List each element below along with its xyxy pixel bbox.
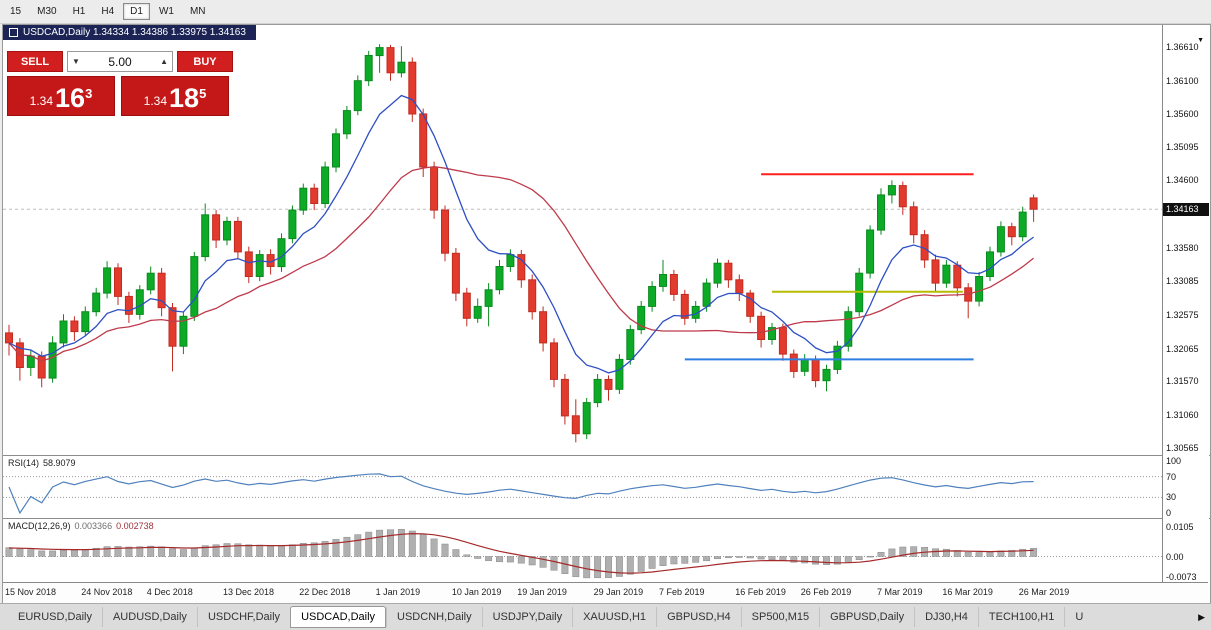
- timeframe-toolbar: 15 M30 H1 H4 D1 W1 MN: [0, 0, 1211, 24]
- tab-scroll-right-icon[interactable]: ▶: [1198, 611, 1205, 622]
- sell-price-digits: 16: [55, 83, 86, 113]
- tab-usdjpy-daily[interactable]: USDJPY,Daily: [481, 607, 573, 627]
- ma-slow-line: [8, 165, 1035, 362]
- chart-icon: [9, 28, 18, 37]
- chart-title: USDCAD,Daily 1.34334 1.34386 1.33975 1.3…: [3, 25, 256, 40]
- price-label: 1.31570: [1166, 376, 1199, 387]
- rsi-scale-label: 0: [1166, 508, 1172, 518]
- sell-price-prefix: 1.34: [29, 94, 54, 108]
- tab-u[interactable]: U: [1064, 607, 1093, 627]
- price-label: 1.35095: [1166, 142, 1199, 153]
- rsi-scale-label: 30: [1166, 492, 1177, 503]
- date-label: 26 Mar 2019: [1018, 587, 1070, 597]
- sell-button[interactable]: SELL: [7, 51, 63, 72]
- tab-usdcnh-daily[interactable]: USDCNH,Daily: [386, 607, 482, 627]
- sell-price-panel[interactable]: 1.34 16 3: [7, 76, 115, 116]
- buy-button[interactable]: BUY: [177, 51, 233, 72]
- tab-xauusd-h1[interactable]: XAUUSD,H1: [572, 607, 656, 627]
- panel-splitter[interactable]: [3, 518, 1210, 519]
- current-price-tag: 1.34163: [1163, 202, 1209, 216]
- date-label: 7 Mar 2019: [877, 587, 923, 597]
- price-label: 1.30565: [1166, 443, 1199, 453]
- timeframe-mn[interactable]: MN: [183, 3, 213, 20]
- rsi-label: RSI(14) 58.9079: [8, 458, 76, 468]
- date-label: 7 Feb 2019: [659, 587, 705, 597]
- tab-sp500-m15[interactable]: SP500,M15: [740, 607, 819, 627]
- macd-signal-line: [8, 532, 1034, 574]
- macd-scale-label: 0.00: [1166, 551, 1184, 562]
- sell-price-pip: 3: [85, 86, 93, 101]
- candlestick-chart[interactable]: [3, 25, 1162, 455]
- chart-area: USDCAD,Daily 1.34334 1.34386 1.33975 1.3…: [2, 24, 1211, 605]
- date-label: 29 Jan 2019: [593, 587, 644, 597]
- volume-up-icon[interactable]: ▲: [160, 57, 168, 66]
- price-label: 1.34600: [1166, 175, 1199, 186]
- date-label: 16 Mar 2019: [942, 587, 993, 597]
- timeframe-15[interactable]: 15: [3, 3, 28, 20]
- timeframe-h1[interactable]: H1: [66, 3, 93, 20]
- tab-audusd-daily[interactable]: AUDUSD,Daily: [101, 607, 197, 627]
- timeframe-m30[interactable]: M30: [30, 3, 63, 20]
- tab-usdchf-daily[interactable]: USDCHF,Daily: [196, 607, 290, 627]
- timeframe-d1[interactable]: D1: [123, 3, 150, 20]
- buy-price-prefix: 1.34: [143, 94, 168, 108]
- price-scale[interactable]: ▼ 1.36610 1.36100 1.35600 1.35095 1.34600 1.3…: [1162, 25, 1209, 582]
- tab-dj30-h4[interactable]: DJ30,H4: [914, 607, 978, 627]
- macd-signal-value: 0.002738: [116, 521, 154, 531]
- date-label: 15 Nov 2018: [5, 587, 57, 597]
- tab-eurusd-daily[interactable]: EURUSD,Daily: [18, 611, 92, 623]
- scale-arrow-icon[interactable]: ▼: [1197, 37, 1204, 44]
- tab-gbpusd-daily[interactable]: GBPUSD,Daily: [819, 607, 914, 627]
- rsi-scale-label: 100: [1166, 456, 1182, 466]
- macd-label: MACD(12,26,9) 0.003366 0.002738: [8, 521, 154, 531]
- tab-usdcad-daily[interactable]: USDCAD,Daily: [290, 606, 387, 628]
- price-label: 1.32575: [1166, 309, 1199, 320]
- volume-control: ▼ 5.00 ▲: [67, 51, 173, 72]
- macd-name: MACD(12,26,9): [8, 521, 71, 531]
- tab-gbpusd-h4[interactable]: GBPUSD,H4: [656, 607, 741, 627]
- chart-tab-bar: EURUSD,Daily AUDUSD,Daily USDCHF,Daily USDC…: [0, 603, 1211, 630]
- price-label: 1.36610: [1166, 41, 1199, 52]
- rsi-panel[interactable]: [3, 456, 1162, 518]
- price-label: 1.35600: [1166, 108, 1199, 119]
- macd-histogram: [5, 529, 1038, 579]
- date-label: 4 Dec 2018: [146, 587, 193, 597]
- price-label: 1.32065: [1166, 343, 1199, 354]
- date-label: 19 Jan 2019: [517, 587, 567, 597]
- buy-price-panel[interactable]: 1.34 18 5: [121, 76, 229, 116]
- panel-splitter[interactable]: [3, 455, 1210, 456]
- timeframe-w1[interactable]: W1: [152, 3, 181, 20]
- price-label: 1.36100: [1166, 75, 1199, 86]
- macd-scale-label: 0.0105: [1166, 522, 1194, 532]
- tab-tech100-h1[interactable]: TECH100,H1: [977, 607, 1064, 627]
- chart-title-text: USDCAD,Daily 1.34334 1.34386 1.33975 1.3…: [23, 27, 246, 38]
- ma-fast-line: [8, 94, 1034, 374]
- date-label: 10 Jan 2019: [451, 587, 502, 597]
- rsi-line: [8, 473, 1034, 515]
- macd-main-value: 0.003366: [74, 521, 113, 531]
- buy-price-digits: 18: [169, 83, 200, 113]
- date-label: 24 Nov 2018: [81, 587, 133, 597]
- price-label: 1.33580: [1166, 243, 1199, 253]
- date-label: 26 Feb 2019: [800, 587, 852, 597]
- date-label: 1 Jan 2019: [375, 587, 421, 597]
- volume-down-icon[interactable]: ▼: [72, 57, 80, 66]
- date-label: 13 Dec 2018: [223, 587, 275, 597]
- timeframe-h4[interactable]: H4: [94, 3, 121, 20]
- one-click-trading-panel: SELL ▼ 5.00 ▲ BUY 1.34 16 3 1.34 18 5: [7, 51, 233, 116]
- price-label: 1.31060: [1166, 410, 1199, 421]
- rsi-name: RSI(14): [8, 458, 40, 468]
- macd-panel[interactable]: [3, 519, 1162, 582]
- time-axis[interactable]: 15 Nov 2018 24 Nov 2018 4 Dec 2018 13 Dec 2…: [3, 582, 1208, 603]
- rsi-scale-label: 70: [1166, 471, 1177, 482]
- date-label: 22 Dec 2018: [299, 587, 351, 597]
- date-label: 16 Feb 2019: [735, 587, 786, 597]
- buy-price-pip: 5: [199, 86, 207, 101]
- rsi-value: 58.9079: [43, 458, 76, 468]
- macd-scale-label: -0.0073: [1166, 572, 1197, 582]
- volume-input[interactable]: 5.00: [108, 54, 132, 69]
- price-label: 1.33085: [1166, 275, 1199, 286]
- candles-layer: [5, 44, 1038, 443]
